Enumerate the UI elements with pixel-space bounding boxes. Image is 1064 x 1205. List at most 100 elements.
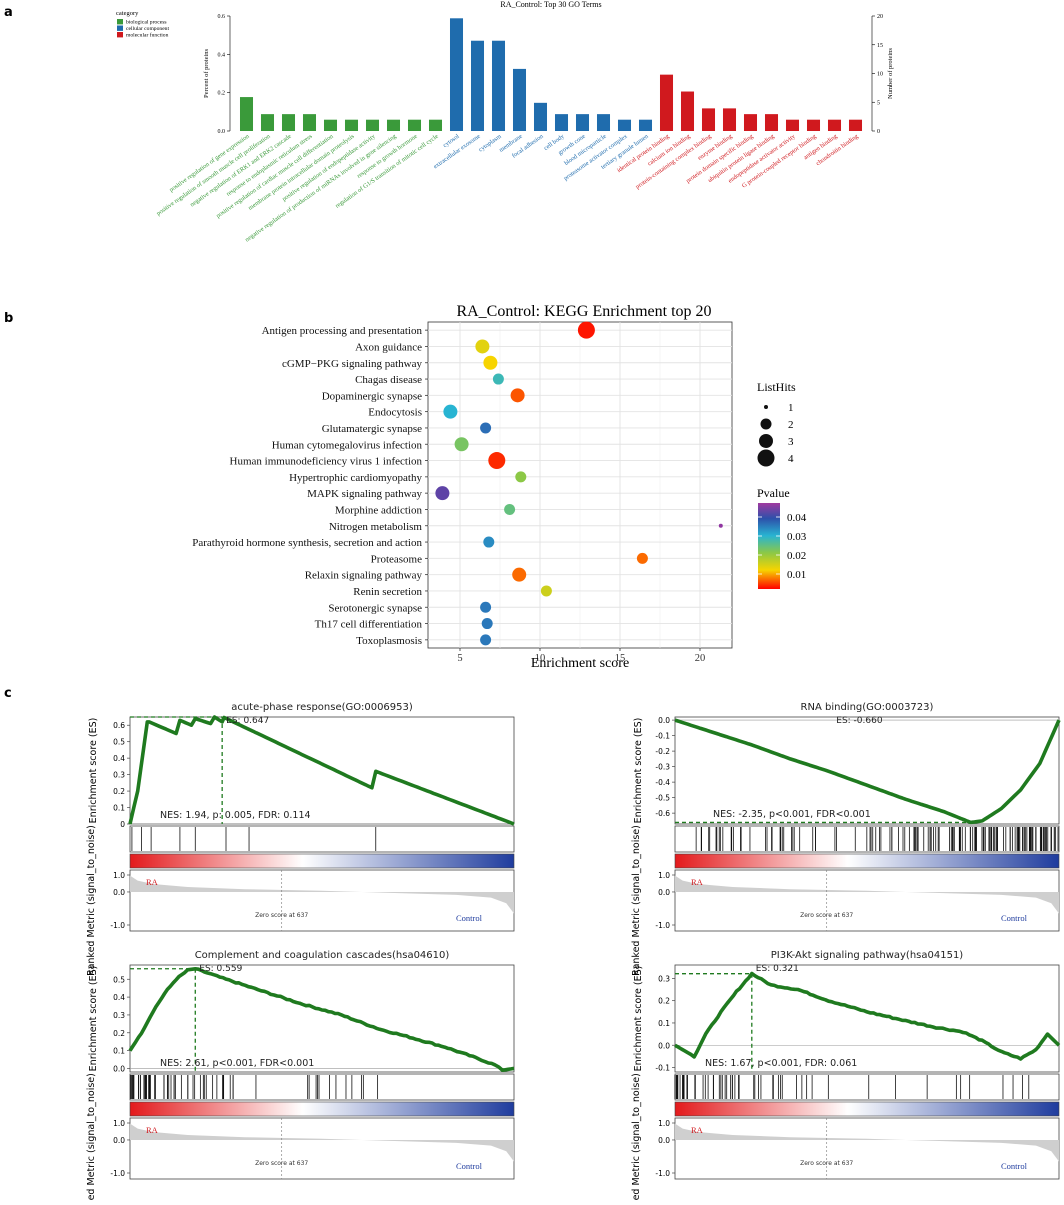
kegg-dot (718, 523, 723, 528)
gsea-metric-frame (129, 1117, 515, 1180)
go-bar (806, 119, 821, 131)
kegg-category-label: Glutamatergic synapse (322, 423, 422, 435)
go-bar (722, 108, 737, 131)
gsea-ytick-label: 0.2 (113, 1029, 125, 1038)
kegg-color-legend-title: Pvalue (757, 486, 790, 500)
gsea-stats-label: NES: 1.67, p<0.001, FDR: 0.061 (705, 1058, 857, 1069)
gsea-es-curve (674, 718, 1061, 825)
gsea-panel: acute-phase response(GO:0006953) 0.6 0.5 0.… (86, 702, 515, 976)
kegg-dot (504, 503, 516, 515)
gsea-hits-frame (129, 1073, 515, 1101)
gsea-metric-tick-label: 0.0 (658, 888, 670, 897)
go-bar (701, 108, 716, 131)
go-bar (344, 119, 359, 131)
gsea-metric-tick-label: 0.0 (113, 888, 125, 897)
kegg-dot (483, 355, 498, 370)
go-bar (491, 40, 506, 131)
kegg-size-legend-title: ListHits (757, 380, 796, 394)
gsea-ylabel: Enrichment score (ES) (88, 966, 99, 1072)
kegg-color-tick-label: 0.03 (787, 531, 807, 543)
kegg-size-legend-dot (764, 405, 768, 409)
kegg-dot (480, 601, 492, 613)
gsea-metric-tick-label: 1.0 (658, 1119, 670, 1128)
gsea-es-label: ES: 0.321 (756, 964, 799, 974)
go-legend-entry: cellular component (126, 26, 169, 32)
go-bar (617, 119, 632, 131)
gsea-ylabel: Enrichment score (ES) (633, 718, 644, 824)
go-bar (827, 119, 842, 131)
go-bar (533, 102, 548, 131)
gsea-es-frame (129, 964, 515, 1073)
kegg-dot (636, 552, 648, 564)
go-ytick-label: 0.6 (218, 14, 226, 20)
go-ytick-right-label: 15 (877, 43, 883, 49)
gsea-es-label: ES: 0.559 (199, 964, 242, 974)
go-bar (365, 119, 380, 131)
gsea-ytick-label: 0.5 (113, 975, 125, 984)
gsea-control-label: Control (456, 1161, 483, 1171)
kegg-category-label: Axon guidance (355, 341, 422, 353)
go-bar (407, 119, 422, 131)
gsea-ra-label: RA (146, 1125, 159, 1135)
gsea-es-curve (674, 971, 1061, 1061)
go-ylabel: Percent of proteins (203, 48, 210, 98)
kegg-dot (454, 437, 469, 452)
gsea-panel: Complement and coagulation cascades(hsa0… (86, 950, 515, 1205)
gsea-title: RNA binding(GO:0003723) (801, 702, 934, 713)
gsea-ytick-label: -0.1 (655, 732, 670, 741)
gsea-hits-frame (129, 825, 515, 853)
kegg-category-label: Hypertrophic cardiomyopathy (289, 472, 422, 484)
kegg-category-label: Parathyroid hormone synthesis, secretion… (192, 537, 422, 549)
go-ytick-label: 0.2 (218, 91, 226, 97)
go-bar (260, 114, 275, 131)
kegg-size-legend: ListHits 1 2 3 4 (757, 380, 796, 467)
kegg-category-label: Human cytomegalovirus infection (272, 439, 423, 451)
go-ytick-right-label: 0 (877, 129, 880, 135)
go-bar (512, 68, 527, 131)
go-bar (575, 114, 590, 131)
gsea-es-frame (674, 716, 1060, 825)
gsea-es-frame (674, 964, 1060, 1073)
gsea-panel: RNA binding(GO:0003723) 0.0 -0.1 -0.2 -0.3 -0… (631, 702, 1061, 976)
kegg-dot (540, 585, 552, 597)
gsea-metric-tick-label: 1.0 (113, 1119, 125, 1128)
kegg-category-label: MAPK signaling pathway (307, 488, 422, 500)
gsea-panel: PI3K-Akt signaling pathway(hsa04151) 0.3 0… (631, 950, 1061, 1205)
kegg-dot (475, 339, 490, 354)
gsea-ytick-label: -0.2 (655, 747, 670, 756)
panel-label-b: b (4, 311, 13, 326)
gsea-ylabel: Enrichment score (ES) (633, 966, 644, 1072)
go-bar (281, 114, 296, 131)
gsea-title: PI3K-Akt signaling pathway(hsa04151) (771, 950, 964, 961)
kegg-color-tick-label: 0.04 (787, 512, 807, 524)
kegg-xtick-label: 15 (615, 653, 626, 664)
gsea-metric-ylabel: Ranked Metric (signal_to_noise) (86, 825, 97, 976)
go-legend-swatch (117, 19, 123, 25)
gsea-ytick-label: -0.4 (655, 778, 670, 787)
gsea-stats-label: NES: 2.61, p<0.001, FDR<0.001 (160, 1058, 314, 1069)
go-bar (239, 97, 254, 131)
gsea-metric-tick-label: -1.0 (110, 1169, 125, 1178)
gsea-rank-colorbar (129, 853, 515, 869)
go-bar (428, 119, 443, 131)
gsea-ytick-label: -0.5 (655, 794, 670, 803)
gsea-ra-label: RA (691, 1125, 704, 1135)
gsea-metric-tick-label: -1.0 (655, 921, 670, 930)
gsea-es-label: ES: 0.647 (226, 716, 269, 726)
kegg-dot (481, 618, 493, 630)
gsea-es-curve (128, 715, 515, 826)
kegg-category-label: Relaxin signaling pathway (305, 570, 423, 582)
go-bar (764, 114, 779, 131)
kegg-dot-plot: RA_Control: KEGG Enrichment top 20 5 10 15 2… (192, 303, 806, 671)
kegg-dot (512, 567, 527, 582)
kegg-category-label: cGMP−PKG signaling pathway (282, 358, 423, 370)
kegg-color-bar (758, 503, 780, 589)
kegg-size-legend-label: 2 (788, 419, 794, 431)
kegg-color-tick-label: 0.02 (787, 550, 806, 562)
kegg-dot (515, 471, 527, 483)
gsea-zero-score-label: Zero score at 637 (255, 1160, 308, 1167)
kegg-size-legend-label: 1 (788, 402, 794, 414)
gsea-ytick-label: 0.5 (113, 738, 125, 747)
